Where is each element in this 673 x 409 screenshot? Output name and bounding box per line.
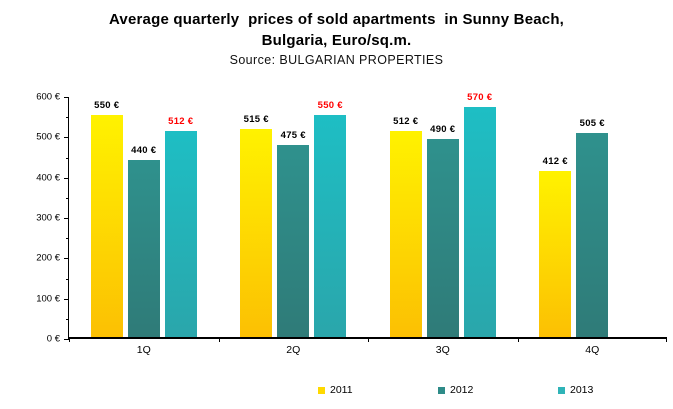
bar-slot: 512 € xyxy=(389,116,422,337)
bar-slot: 412 € xyxy=(539,156,572,337)
y-axis-major-tick xyxy=(64,339,69,340)
bar-value-label: 440 € xyxy=(131,144,157,156)
y-axis-minor-tick xyxy=(66,238,69,240)
y-axis-major-tick xyxy=(64,97,69,98)
bar-value-label: 512 € xyxy=(393,115,419,127)
bar-slot: 475 € xyxy=(277,130,310,337)
y-axis-minor-tick xyxy=(66,278,69,280)
y-axis-minor-tick xyxy=(66,157,69,159)
x-category-label: 1Q xyxy=(136,344,151,356)
bar-group-3q: 512 € 490 € 570 € xyxy=(368,92,518,337)
y-axis-minor-tick xyxy=(66,117,69,119)
y-axis-major-tick xyxy=(64,298,69,300)
bar-value-label: 475 € xyxy=(280,130,306,142)
bar-value-label: 515 € xyxy=(243,114,269,126)
legend-label: 2013 xyxy=(570,384,594,396)
y-axis-tick-label: 0 € xyxy=(46,333,60,345)
bar-2013-1q: 512 € xyxy=(164,116,197,337)
bar-2011-4q: 412 € xyxy=(539,156,572,337)
y-axis-tick-label: 200 € xyxy=(36,252,60,264)
y-axis-minor-tick xyxy=(66,197,69,199)
bar-group-1q: 550 € 440 € 512 € xyxy=(69,97,219,337)
plot-area: 0 € 100 € 200 € 300 € 400 € 500 € 600 € 1Q 550 €… xyxy=(36,92,668,356)
chart-header: Average quarterly prices of sold apartme… xyxy=(0,9,673,69)
x-axis-tick xyxy=(666,337,667,342)
bar-value-label: 490 € xyxy=(430,124,456,136)
y-axis-tick-label: 100 € xyxy=(36,293,60,305)
chart-title-line-2: Bulgaria, Euro/sq.m. xyxy=(261,32,412,49)
legend-label: 2012 xyxy=(450,384,474,396)
bar-2011-1q: 550 € xyxy=(90,100,123,337)
legend: 2011 2012 2013 xyxy=(0,384,673,400)
bar-slot: 550 € xyxy=(90,100,123,337)
bar-slot: 515 € xyxy=(240,114,273,337)
x-category-label: 3Q xyxy=(435,344,450,356)
legend-item-2011: 2011 xyxy=(318,384,353,396)
y-axis-tick-label: 600 € xyxy=(36,91,60,103)
bar-2011-2q: 515 € xyxy=(240,114,273,337)
y-axis-tick-label: 400 € xyxy=(36,172,60,184)
legend-item-2013: 2013 xyxy=(558,384,593,396)
y-axis-tick-label: 500 € xyxy=(36,131,60,143)
x-axis-tick xyxy=(368,337,369,342)
bar-slot: 570 € xyxy=(463,92,496,337)
x-axis-tick xyxy=(69,337,70,342)
y-axis-major-tick xyxy=(64,258,69,260)
legend-item-2012: 2012 xyxy=(438,384,473,396)
bar-slot: 440 € xyxy=(127,145,160,337)
bar-2013-2q: 550 € xyxy=(314,100,347,337)
bar-2013-3q: 570 € xyxy=(463,92,496,337)
bar-2012-1q: 440 € xyxy=(127,145,160,337)
x-axis-tick xyxy=(218,337,220,342)
bar-slot: 512 € xyxy=(164,116,197,337)
bar-slot: 550 € xyxy=(314,100,347,337)
bar-slot: 490 € xyxy=(426,124,459,337)
bar-value-label: 550 € xyxy=(317,100,343,112)
chart-title-line-1: Average quarterly prices of sold apartme… xyxy=(108,11,565,28)
bar-2012-2q: 475 € xyxy=(277,130,310,337)
legend-swatch-2013 xyxy=(558,386,565,394)
x-category-label: 2Q xyxy=(286,344,301,356)
bar-value-label: 505 € xyxy=(579,118,605,130)
y-axis-major-tick xyxy=(64,177,69,179)
bar-2011-3q: 512 € xyxy=(389,116,422,337)
bar-value-label: 570 € xyxy=(467,92,493,104)
y-axis-major-tick xyxy=(64,137,69,139)
y-axis-tick-label: 300 € xyxy=(36,212,60,224)
legend-swatch-2011 xyxy=(318,386,325,394)
bar-value-label: 412 € xyxy=(542,155,568,167)
y-axis-minor-tick xyxy=(66,318,69,320)
bar-value-label: 512 € xyxy=(168,115,194,127)
y-axis-major-tick xyxy=(64,218,69,219)
chart-source: Source: BULGARIAN PROPERTIES xyxy=(229,53,444,67)
x-category-label: 4Q xyxy=(585,344,600,356)
bar-value-label: 550 € xyxy=(94,100,120,112)
bar-group-2q: 515 € 475 € 550 € xyxy=(219,97,369,337)
bar-2012-4q: 505 € xyxy=(576,118,609,337)
bar-slot: 505 € xyxy=(576,118,609,337)
bar-2012-3q: 490 € xyxy=(426,124,459,337)
legend-label: 2011 xyxy=(330,384,353,396)
bar-group-4q: 412 € 505 € xyxy=(518,97,668,337)
x-axis-tick xyxy=(517,337,519,342)
legend-swatch-2012 xyxy=(438,386,445,394)
